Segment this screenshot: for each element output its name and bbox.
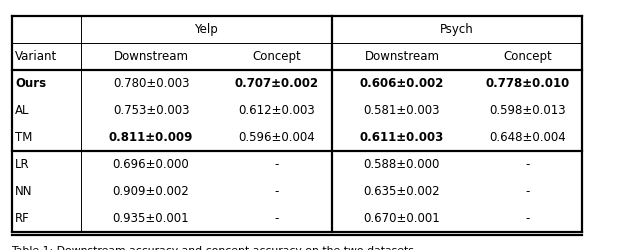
Text: -: - <box>525 185 529 198</box>
Text: AL: AL <box>15 104 30 117</box>
Text: 0.612±0.003: 0.612±0.003 <box>238 104 315 117</box>
Text: Variant: Variant <box>15 50 58 63</box>
Text: -: - <box>275 158 278 171</box>
Text: 0.778±0.010: 0.778±0.010 <box>485 77 570 90</box>
Text: 0.606±0.002: 0.606±0.002 <box>360 77 444 90</box>
Text: -: - <box>525 158 529 171</box>
Text: 0.753±0.003: 0.753±0.003 <box>113 104 189 117</box>
Text: Downstream: Downstream <box>364 50 440 63</box>
Text: -: - <box>275 212 278 225</box>
Text: 0.598±0.013: 0.598±0.013 <box>489 104 566 117</box>
Text: TM: TM <box>15 131 33 144</box>
Text: LR: LR <box>15 158 30 171</box>
Text: 0.611±0.003: 0.611±0.003 <box>360 131 444 144</box>
Text: 0.707±0.002: 0.707±0.002 <box>234 77 319 90</box>
Text: -: - <box>275 185 278 198</box>
Text: 0.581±0.003: 0.581±0.003 <box>364 104 440 117</box>
Text: RF: RF <box>15 212 30 225</box>
Text: Psych: Psych <box>440 23 474 36</box>
Text: -: - <box>525 212 529 225</box>
Text: Ours: Ours <box>15 77 47 90</box>
Text: Concept: Concept <box>503 50 552 63</box>
Text: 0.635±0.002: 0.635±0.002 <box>364 185 440 198</box>
Text: 0.935±0.001: 0.935±0.001 <box>113 212 189 225</box>
Text: 0.909±0.002: 0.909±0.002 <box>113 185 189 198</box>
Text: 0.670±0.001: 0.670±0.001 <box>364 212 440 225</box>
Text: 0.588±0.000: 0.588±0.000 <box>364 158 440 171</box>
Text: Concept: Concept <box>252 50 301 63</box>
Text: 0.596±0.004: 0.596±0.004 <box>238 131 315 144</box>
Text: Yelp: Yelp <box>194 23 218 36</box>
Text: 0.648±0.004: 0.648±0.004 <box>489 131 566 144</box>
Text: Table 1: Downstream accuracy and concept accuracy on the two datasets.: Table 1: Downstream accuracy and concept… <box>12 246 418 250</box>
Text: Downstream: Downstream <box>113 50 189 63</box>
Text: NN: NN <box>15 185 33 198</box>
Text: 0.780±0.003: 0.780±0.003 <box>113 77 189 90</box>
Text: 0.696±0.000: 0.696±0.000 <box>113 158 189 171</box>
Text: 0.811±0.009: 0.811±0.009 <box>109 131 193 144</box>
